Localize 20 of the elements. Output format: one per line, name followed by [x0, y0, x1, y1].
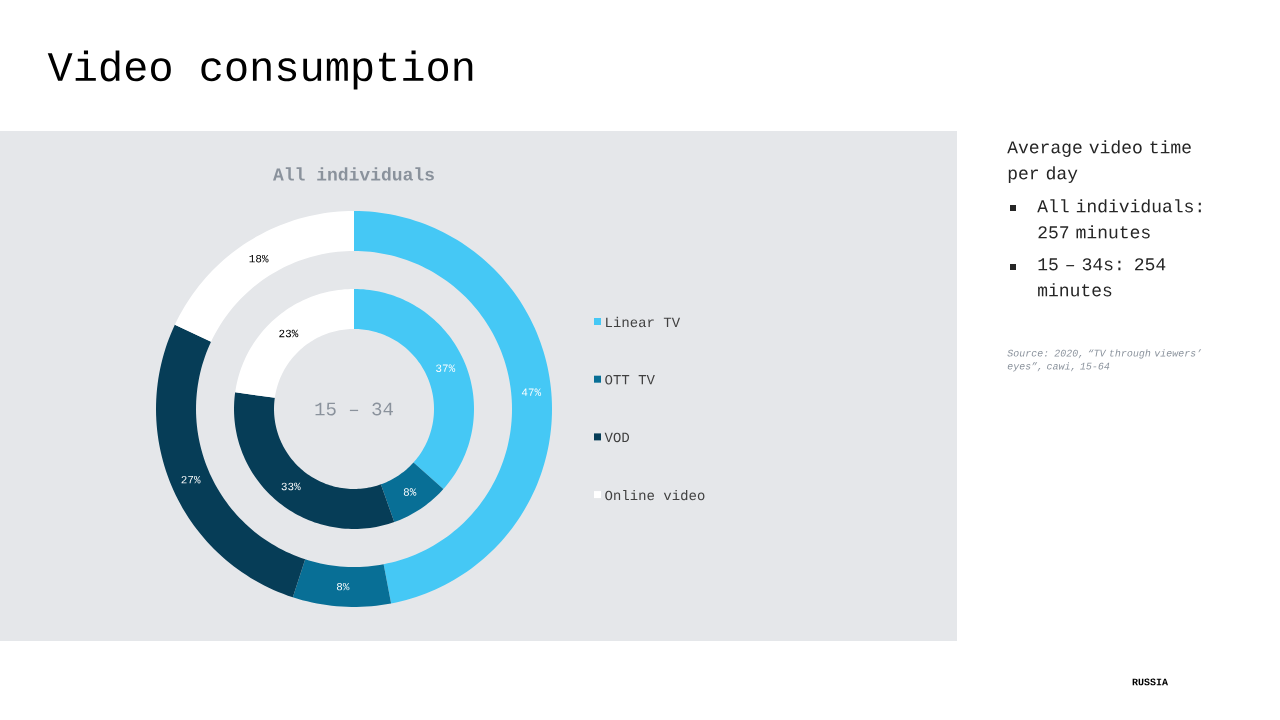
legend-label: OTT TV [605, 374, 655, 385]
legend-label: Online video [605, 489, 705, 501]
slice-label: All individuals [273, 167, 434, 181]
text: Source: 2020, “TV through viewers’ eyes”, cawi, 15-64 [1007, 349, 1202, 372]
data-label: 33% [281, 482, 301, 491]
text: RUSSIA [1132, 678, 1169, 686]
data-label: 47% [521, 388, 542, 396]
data-label: 27% [181, 475, 201, 484]
text: All individuals: 257 minutes [1037, 199, 1201, 239]
data-label: 8% [336, 582, 350, 591]
slice-label: 15 – 34 [315, 402, 393, 416]
data-label: 18% [249, 254, 269, 263]
data-label: 37% [436, 364, 456, 372]
data-label: 8% [403, 488, 417, 496]
legend-label: Linear TV [606, 316, 681, 328]
text: 15 – 34s: 254 minutes [1038, 258, 1166, 297]
chart-title: Video consumption [47, 50, 473, 90]
legend-label: VOD [604, 432, 630, 443]
text: Average video time per day [1007, 140, 1191, 183]
data-label: 23% [279, 329, 299, 338]
